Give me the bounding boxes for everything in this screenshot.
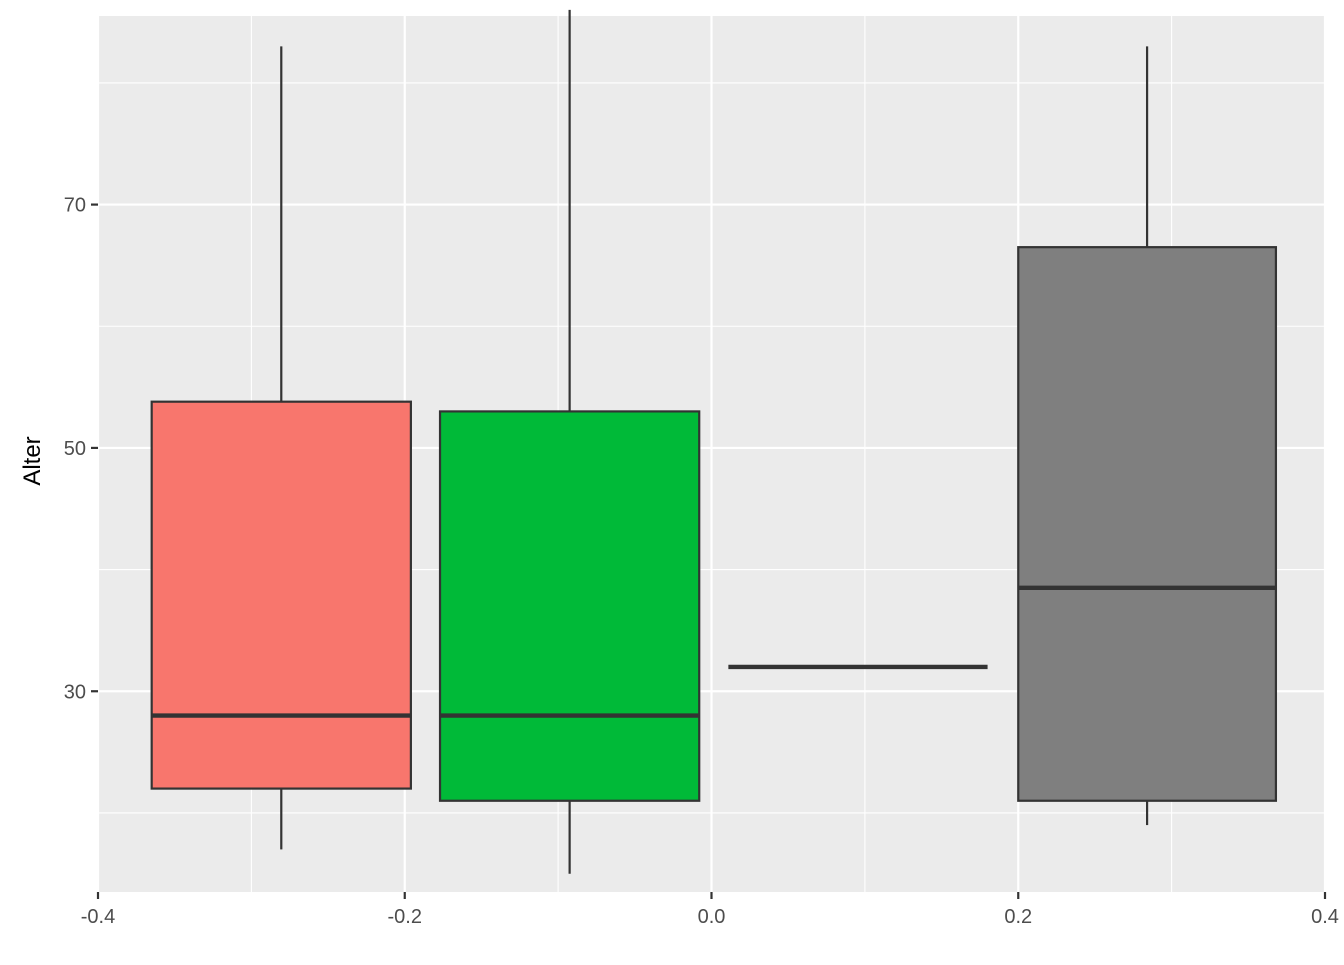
box-group-2 (438, 9, 701, 874)
y-tick-label: 30 (64, 681, 86, 703)
x-tick-label: -0.4 (81, 906, 115, 928)
x-axis: -0.4 -0.2 0.0 0.2 0.4 (81, 892, 1339, 928)
y-tick-label: 70 (64, 195, 86, 217)
box-body (150, 400, 412, 790)
y-tick-label: 50 (64, 438, 86, 460)
x-tick-label: 0.0 (698, 906, 726, 928)
box-body (1017, 246, 1278, 802)
box-group-4 (1017, 46, 1278, 826)
box-group-1 (150, 46, 412, 850)
y-axis-title: Alter (19, 436, 46, 485)
x-tick-label: 0.2 (1004, 906, 1032, 928)
x-tick-label: 0.4 (1311, 906, 1339, 928)
boxes (150, 9, 1278, 874)
box-body (438, 410, 701, 802)
x-tick-label: -0.2 (388, 906, 422, 928)
y-axis: 30 50 70 (64, 195, 98, 703)
